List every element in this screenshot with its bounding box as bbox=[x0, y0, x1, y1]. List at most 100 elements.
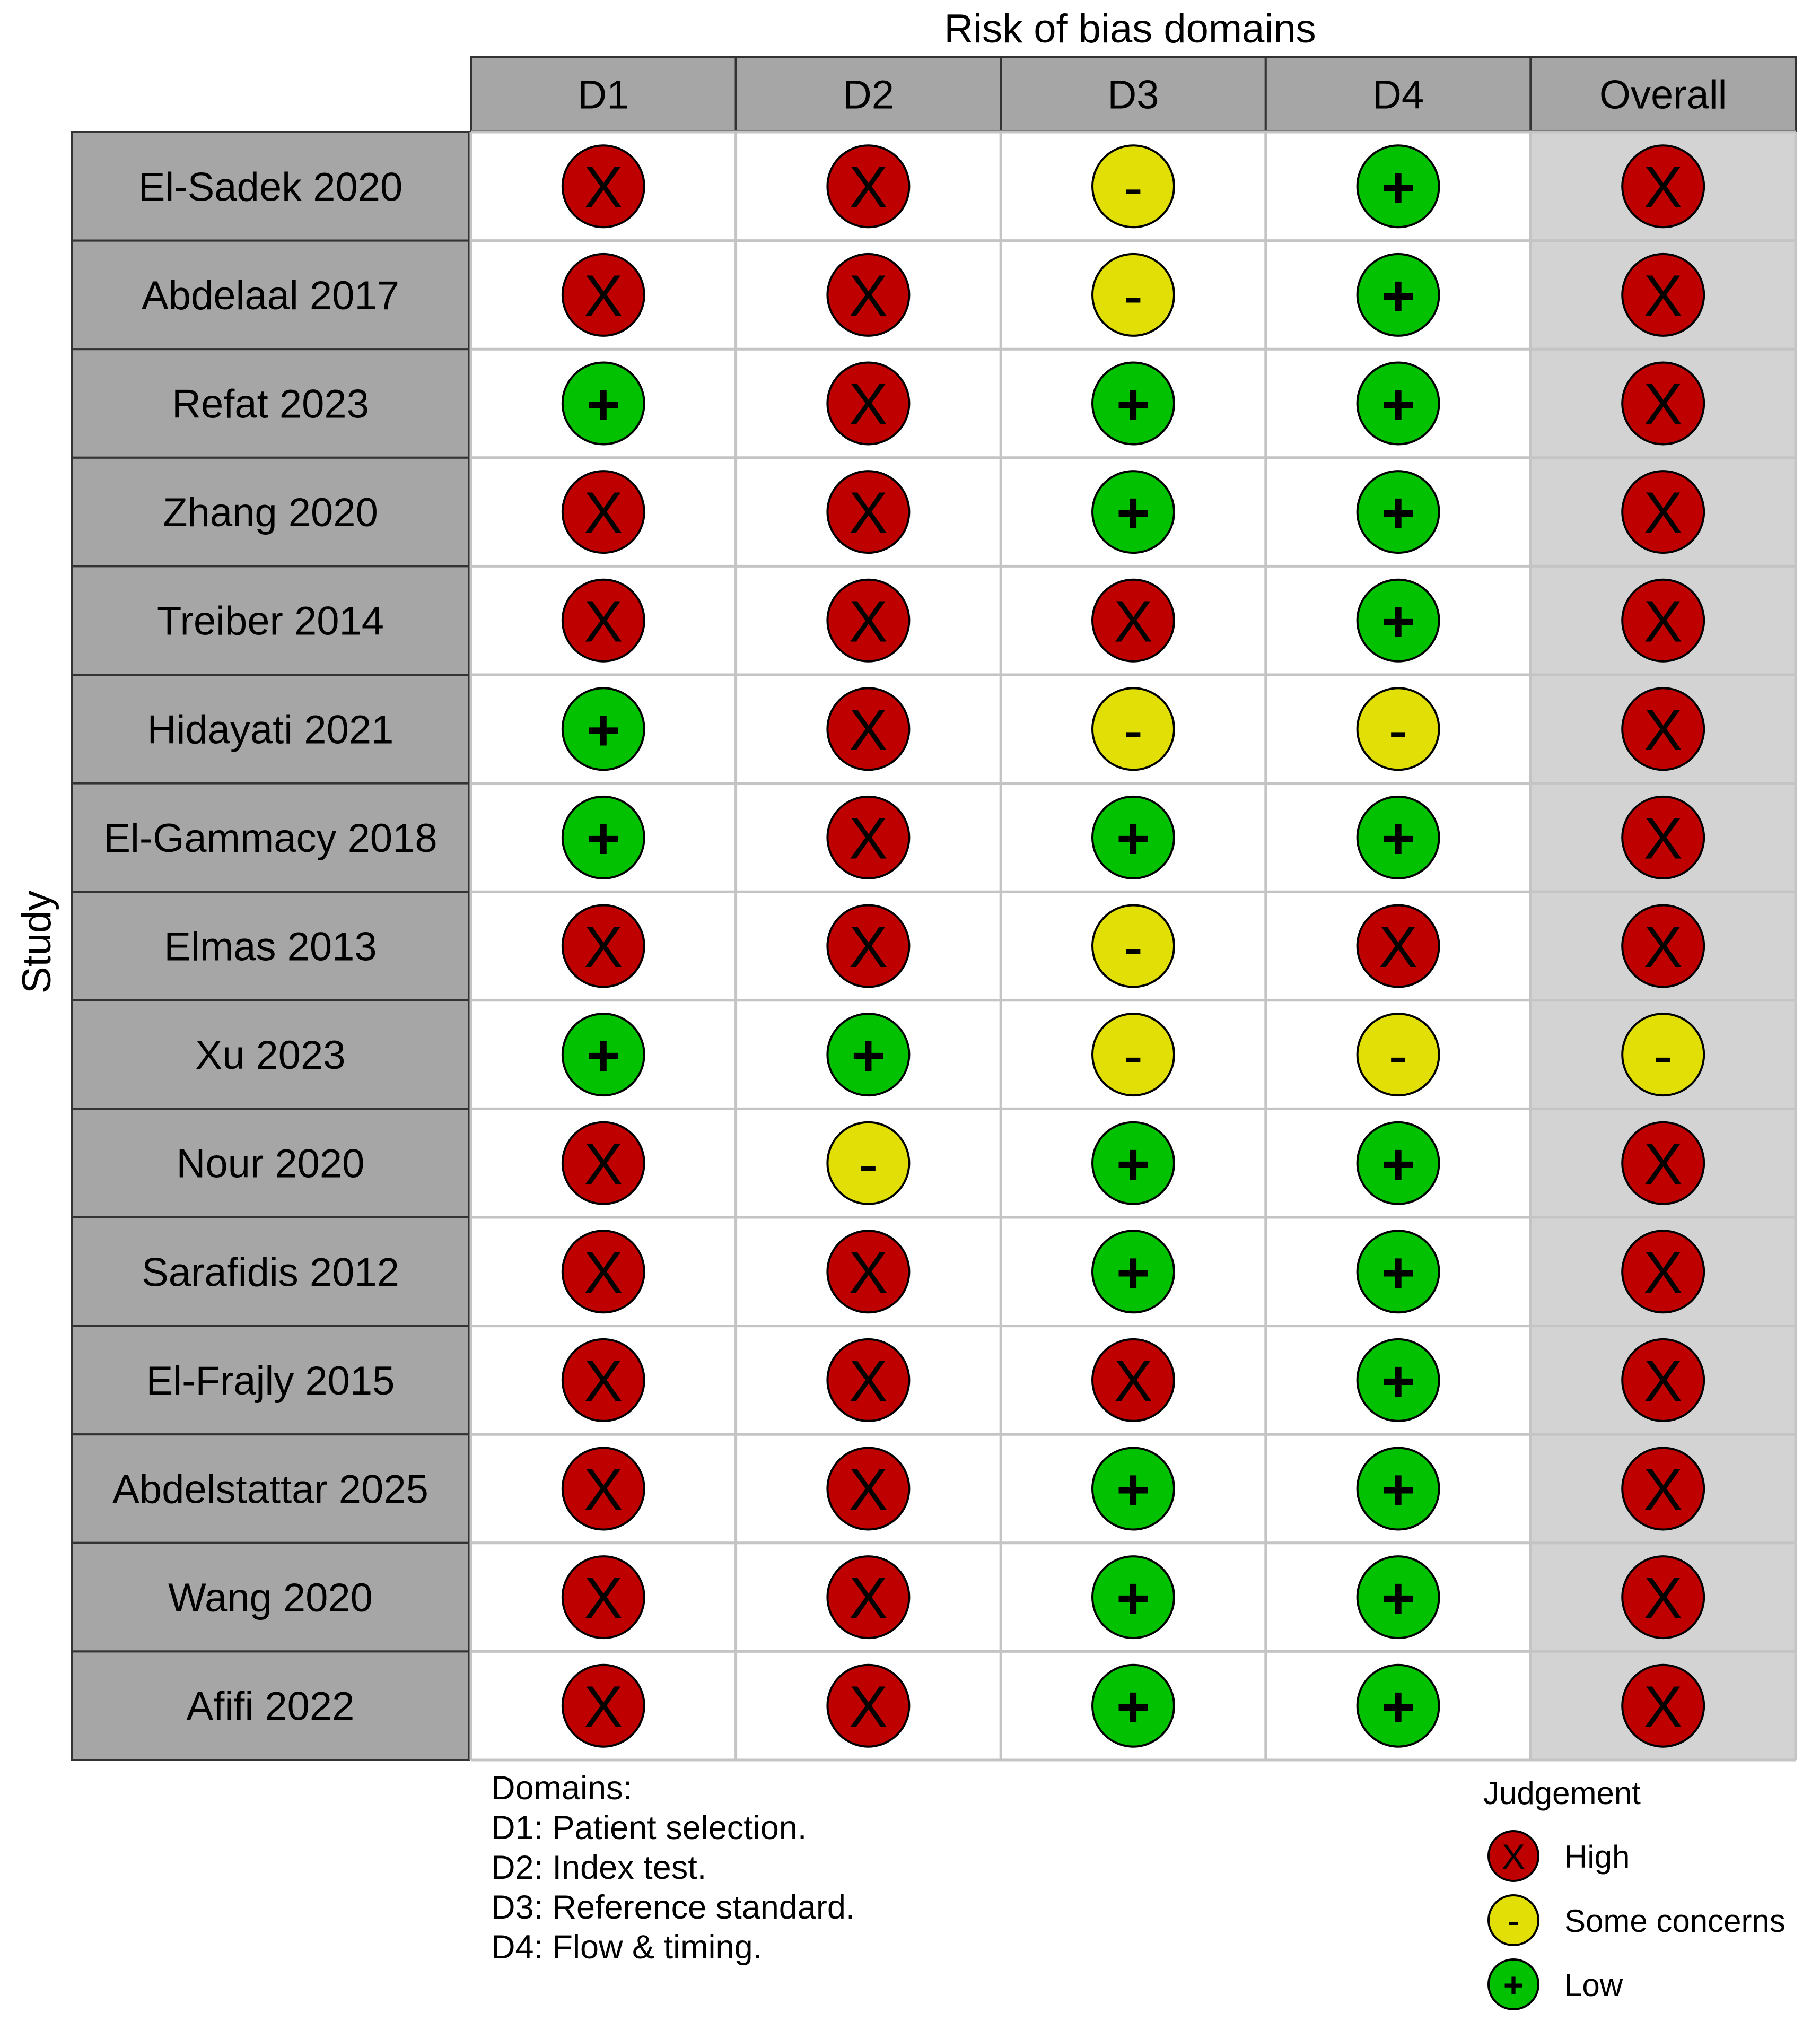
svg-text:+: + bbox=[587, 1023, 620, 1088]
study-label-box bbox=[71, 1433, 470, 1544]
judgement-high-el-frajly-2015-d3: X bbox=[1091, 1338, 1175, 1422]
svg-text:+: + bbox=[1381, 264, 1415, 329]
svg-text:+: + bbox=[1116, 1131, 1150, 1197]
column-header-d1: D1 bbox=[578, 73, 629, 118]
svg-text:X: X bbox=[584, 1674, 623, 1739]
domain-description-d1: D1: Patient selection. bbox=[491, 1809, 807, 1846]
judgement-low-el-frajly-2015-d4: + bbox=[1356, 1338, 1440, 1422]
judgement-low-el-gammacy-2018-d1: + bbox=[561, 795, 645, 879]
svg-text:X: X bbox=[849, 806, 888, 872]
column-header-box-d3 bbox=[1000, 56, 1267, 132]
study-label-el-sadek-2020: El-Sadek 2020 bbox=[138, 164, 403, 210]
judgement-high-afifi-2022-d2: X bbox=[826, 1663, 911, 1748]
judgement-high-el-frajly-2015-d2: X bbox=[826, 1338, 911, 1422]
judgement-low-refat-2023-d3: + bbox=[1091, 361, 1175, 446]
judgement-some-concerns-hidayati-2021-d3: - bbox=[1091, 687, 1175, 771]
svg-text:X: X bbox=[584, 1566, 623, 1631]
judgement-high-zhang-2020-d2: X bbox=[826, 470, 911, 554]
svg-text:X: X bbox=[849, 1674, 888, 1739]
column-header-box-d2 bbox=[734, 56, 1002, 132]
svg-text:+: + bbox=[1116, 1566, 1150, 1631]
judgement-low-wang-2020-d3: + bbox=[1091, 1555, 1175, 1640]
svg-text:-: - bbox=[1124, 914, 1143, 980]
judgement-low-el-gammacy-2018-d3: + bbox=[1091, 795, 1175, 879]
svg-text:+: + bbox=[1381, 1240, 1415, 1305]
judgement-some-concerns-el-sadek-2020-d3: - bbox=[1091, 144, 1175, 229]
svg-text:-: - bbox=[1508, 1901, 1519, 1940]
svg-text:X: X bbox=[1644, 1240, 1683, 1305]
judgement-low-nour-2020-d4: + bbox=[1356, 1121, 1440, 1205]
svg-text:-: - bbox=[1124, 155, 1143, 220]
study-label-refat-2023: Refat 2023 bbox=[172, 382, 369, 427]
judgement-some-concerns-nour-2020-d2: - bbox=[826, 1121, 911, 1205]
judgement-high-treiber-2014-overall: X bbox=[1621, 578, 1705, 663]
legend-symbol-high: X bbox=[1488, 1830, 1539, 1882]
svg-text:+: + bbox=[1116, 481, 1150, 546]
svg-text:+: + bbox=[1116, 1457, 1150, 1522]
judgement-some-concerns-abdelaal-2017-d3: - bbox=[1091, 252, 1175, 337]
svg-text:-: - bbox=[1124, 264, 1143, 329]
judgement-high-zhang-2020-overall: X bbox=[1621, 470, 1705, 554]
svg-text:X: X bbox=[584, 1131, 623, 1197]
svg-text:X: X bbox=[849, 1240, 888, 1305]
judgement-high-abdelaal-2017-overall: X bbox=[1621, 252, 1705, 337]
judgement-some-concerns-xu-2023-d3: - bbox=[1091, 1013, 1175, 1097]
svg-text:+: + bbox=[1381, 1349, 1415, 1414]
study-label-zhang-2020: Zhang 2020 bbox=[163, 490, 378, 535]
svg-text:X: X bbox=[849, 1566, 888, 1631]
judgement-high-abdelaal-2017-d2: X bbox=[826, 252, 911, 337]
svg-text:X: X bbox=[849, 264, 888, 329]
judgement-high-elmas-2013-d2: X bbox=[826, 904, 911, 988]
judgement-low-zhang-2020-d4: + bbox=[1356, 470, 1440, 554]
judgement-some-concerns-hidayati-2021-d4: - bbox=[1356, 687, 1440, 771]
svg-text:+: + bbox=[1116, 372, 1150, 437]
judgement-some-concerns-xu-2023-overall: - bbox=[1621, 1013, 1705, 1097]
svg-text:X: X bbox=[584, 481, 623, 546]
judgement-high-elmas-2013-d1: X bbox=[561, 904, 645, 988]
svg-text:+: + bbox=[851, 1023, 885, 1088]
judgement-low-wang-2020-d4: + bbox=[1356, 1555, 1440, 1640]
judgement-low-abdelstattar-2025-d3: + bbox=[1091, 1447, 1175, 1531]
judgement-low-abdelstattar-2025-d4: + bbox=[1356, 1447, 1440, 1531]
study-label-el-frajly-2015: El-Frajly 2015 bbox=[146, 1358, 395, 1404]
judgement-low-treiber-2014-d4: + bbox=[1356, 578, 1440, 663]
svg-text:X: X bbox=[584, 589, 623, 654]
judgement-some-concerns-elmas-2013-d3: - bbox=[1091, 904, 1175, 988]
svg-text:X: X bbox=[1114, 1349, 1152, 1414]
domains-key: Domains: D1: Patient selection. D2: Inde… bbox=[491, 1770, 855, 1966]
svg-text:X: X bbox=[1644, 481, 1683, 546]
judgement-high-wang-2020-overall: X bbox=[1621, 1555, 1705, 1640]
svg-text:-: - bbox=[1388, 698, 1408, 763]
svg-text:-: - bbox=[859, 1131, 878, 1197]
judgement-high-sarafidis-2012-d1: X bbox=[561, 1230, 645, 1314]
svg-text:+: + bbox=[1381, 589, 1415, 654]
svg-text:X: X bbox=[849, 698, 888, 763]
study-label-box bbox=[71, 1325, 470, 1436]
domain-description-d4: D4: Flow & timing. bbox=[491, 1929, 762, 1966]
judgement-high-el-gammacy-2018-overall: X bbox=[1621, 795, 1705, 879]
column-header-box-d1 bbox=[470, 56, 737, 132]
svg-text:X: X bbox=[849, 1349, 888, 1414]
svg-text:-: - bbox=[1388, 1023, 1408, 1088]
svg-text:X: X bbox=[584, 1457, 623, 1522]
judgement-high-refat-2023-overall: X bbox=[1621, 361, 1705, 446]
svg-text:X: X bbox=[1644, 1566, 1683, 1631]
svg-text:X: X bbox=[1644, 264, 1683, 329]
judgement-high-zhang-2020-d1: X bbox=[561, 470, 645, 554]
svg-text:X: X bbox=[1644, 372, 1683, 437]
svg-text:-: - bbox=[1653, 1023, 1673, 1088]
judgement-high-el-sadek-2020-overall: X bbox=[1621, 144, 1705, 229]
svg-text:X: X bbox=[584, 155, 623, 220]
domains-key-title: Domains: bbox=[491, 1770, 632, 1807]
svg-text:X: X bbox=[849, 372, 888, 437]
legend-label-high: High bbox=[1564, 1839, 1630, 1875]
legend-label-some-concerns: Some concerns bbox=[1564, 1903, 1786, 1939]
svg-text:X: X bbox=[1644, 1131, 1683, 1197]
domain-column-headers: D1 D2 D3 D4 Overall bbox=[470, 56, 1797, 132]
svg-text:+: + bbox=[1381, 806, 1415, 872]
judgement-high-treiber-2014-d1: X bbox=[561, 578, 645, 663]
study-label-box bbox=[71, 674, 470, 785]
judgement-high-el-frajly-2015-d1: X bbox=[561, 1338, 645, 1422]
svg-text:X: X bbox=[1644, 914, 1683, 980]
